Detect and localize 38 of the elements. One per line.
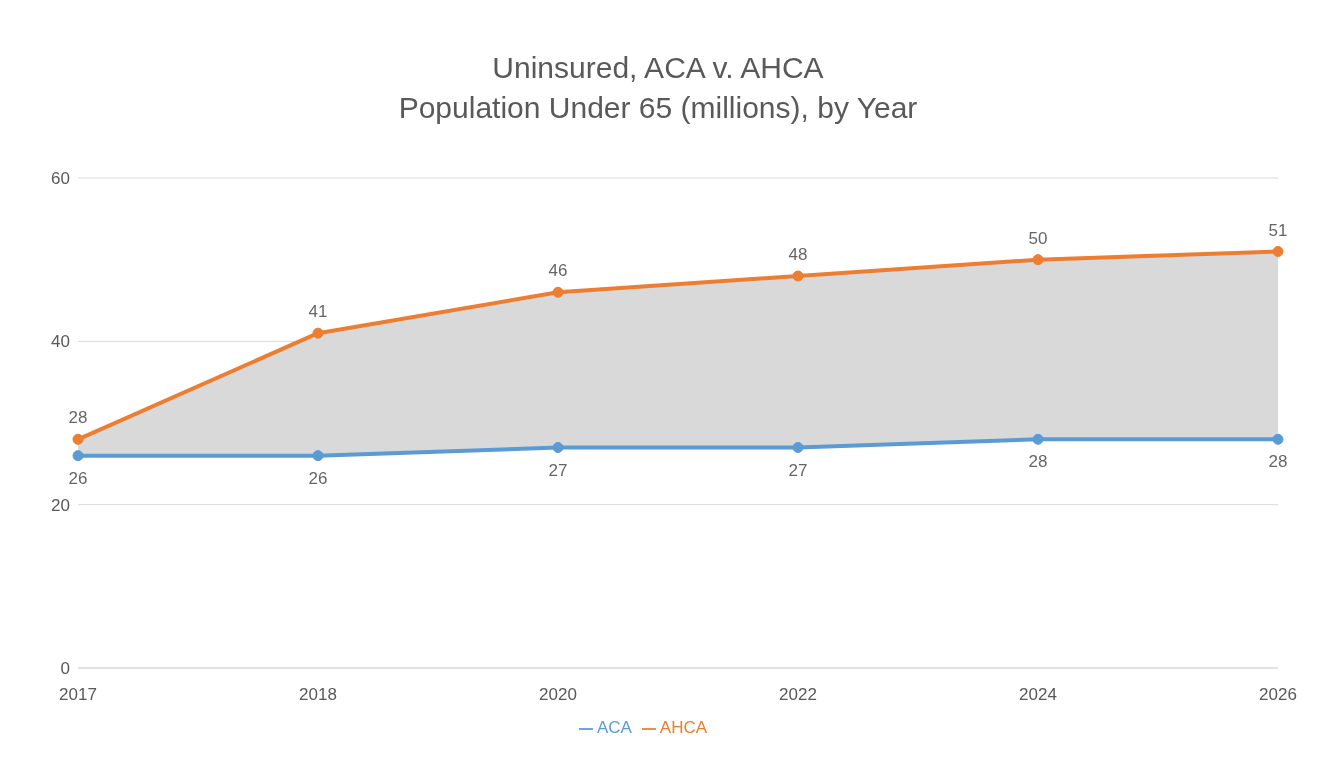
- data-label: 50: [1028, 228, 1048, 248]
- point: [1032, 254, 1044, 266]
- y-tick-label: 60: [51, 169, 70, 189]
- point: [312, 327, 324, 339]
- point: [1032, 433, 1044, 445]
- data-label: 26: [308, 468, 328, 488]
- data-label: 48: [788, 245, 808, 264]
- point: [1272, 246, 1284, 257]
- x-tick-label: 2026: [1259, 685, 1297, 705]
- legend-label: AHCA: [659, 718, 708, 737]
- data-label: 51: [1268, 220, 1288, 240]
- data-label: 41: [308, 302, 328, 322]
- chart-subtitle: Population Under 65 (millions), by Year: [397, 90, 919, 126]
- point: [72, 433, 84, 445]
- point: [552, 286, 564, 298]
- data-label: 46: [548, 261, 568, 281]
- y-tick-label: 20: [51, 495, 70, 515]
- chart-title: Uninsured, ACA v. AHCA: [491, 50, 825, 86]
- point: [72, 450, 84, 462]
- x-tick-label: 2024: [1019, 685, 1057, 705]
- point: [312, 450, 324, 462]
- data-label: 26: [68, 468, 88, 488]
- data-label: 28: [68, 408, 88, 428]
- data-label: 27: [788, 460, 808, 480]
- point: [792, 442, 804, 453]
- point: [792, 270, 804, 282]
- y-tick-label: 40: [51, 332, 70, 352]
- point: [552, 442, 564, 453]
- x-tick-label: 2022: [779, 685, 817, 705]
- x-tick-label: 2018: [299, 685, 337, 705]
- x-tick-label: 2020: [539, 685, 577, 705]
- data-label: 27: [548, 460, 568, 480]
- point: [1272, 433, 1284, 445]
- data-label: 28: [1028, 452, 1048, 472]
- y-tick-label: 0: [60, 659, 70, 679]
- data-label: 28: [1268, 452, 1288, 472]
- legend-label: ACA: [596, 718, 632, 737]
- x-tick-label: 2017: [59, 685, 97, 705]
